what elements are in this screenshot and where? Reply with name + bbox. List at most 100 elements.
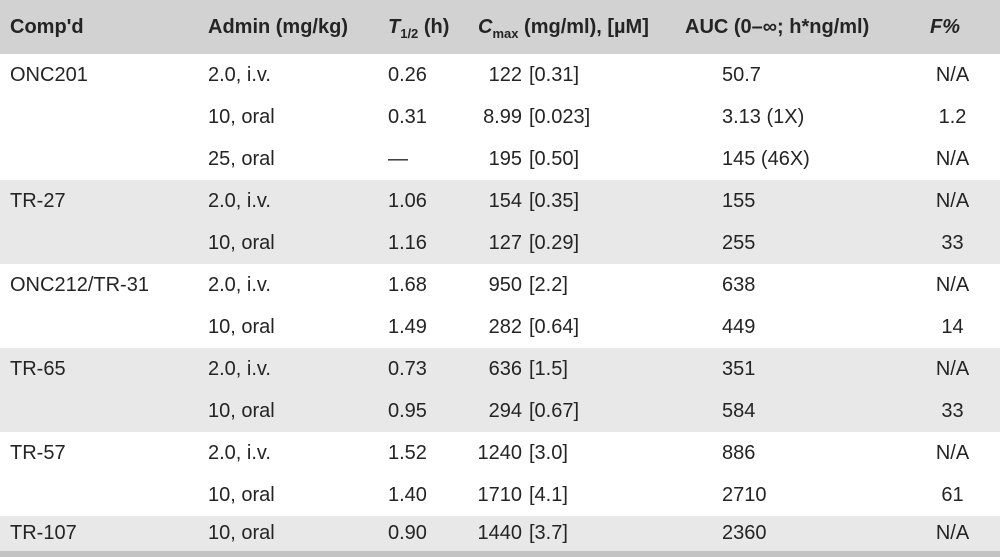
cell-thalf: 1.40 (388, 483, 427, 506)
table-row: 10, oral 0.95 294 [0.67] 584 33 (0, 390, 1000, 432)
cmax-micromolar: [0.29] (529, 231, 580, 254)
cell-f: 61 (941, 483, 964, 506)
cell-admin: 2.0, i.v. (208, 189, 271, 212)
cell-thalf: — (388, 147, 408, 170)
cell-admin: 2.0, i.v. (208, 357, 271, 380)
col-header-auc: AUC (0–∞; h*ng/ml) (685, 15, 870, 38)
cell-cmax: 1240 [3.0] (468, 442, 675, 465)
cell-auc: 2710 (722, 483, 767, 506)
cell-admin: 10, oral (208, 315, 275, 338)
cell-f: 33 (941, 231, 964, 254)
cell-f: N/A (935, 273, 970, 296)
table-header-row: Comp'd Admin (mg/kg) T1/2 (h) Cmax (mg/m… (0, 0, 1000, 54)
cmax-micromolar: [3.7] (529, 522, 568, 544)
cmax-micromolar: [3.0] (529, 441, 568, 464)
col-header-thalf: T1/2 (h) (378, 15, 468, 41)
cmax-micromolar: [0.64] (529, 315, 580, 338)
cmax-micromolar: [0.023] (529, 105, 591, 128)
cell-cmax: 127 [0.29] (468, 232, 675, 255)
cell-f: N/A (935, 189, 970, 212)
cell-admin: 10, oral (208, 231, 275, 254)
col-header-cmax: Cmax (mg/ml), [µM] (468, 15, 675, 41)
cell-auc: 3.13 (1X) (722, 105, 805, 128)
col-header-admin: Admin (mg/kg) (208, 15, 348, 38)
cell-compound: ONC201 (10, 63, 88, 86)
cell-f: N/A (935, 441, 970, 464)
table-row: TR-107 10, oral 0.90 1440 [3.7] 2360 N/A (0, 516, 1000, 551)
cmax-subscript: max (492, 25, 519, 41)
cell-thalf: 0.73 (388, 357, 427, 380)
cell-f: 33 (941, 399, 964, 422)
cell-compound: TR-27 (10, 189, 66, 212)
cmax-micromolar: [0.67] (529, 399, 580, 422)
thalf-symbol: T (388, 15, 401, 38)
table-row: 10, oral 1.16 127 [0.29] 255 33 (0, 222, 1000, 264)
cell-admin: 2.0, i.v. (208, 63, 271, 86)
cell-cmax: 195 [0.50] (468, 148, 675, 171)
cell-thalf: 1.06 (388, 189, 427, 212)
cmax-value: 636 (488, 357, 522, 380)
cell-auc: 584 (722, 399, 756, 422)
cell-cmax: 1710 [4.1] (468, 484, 675, 507)
cell-cmax: 122 [0.31] (468, 64, 675, 87)
cell-auc: 886 (722, 441, 756, 464)
table-row: ONC201 2.0, i.v. 0.26 122 [0.31] 50.7 N/A (0, 54, 1000, 96)
thalf-units: (h) (418, 15, 450, 38)
cell-f: N/A (935, 522, 970, 544)
cell-thalf: 1.52 (388, 441, 427, 464)
cell-cmax: 282 [0.64] (468, 316, 675, 339)
cell-auc: 449 (722, 315, 756, 338)
cell-cmax: 154 [0.35] (468, 190, 675, 213)
cmax-value: 154 (488, 189, 522, 212)
cell-compound: TR-107 (10, 522, 77, 544)
table-row: TR-27 2.0, i.v. 1.06 154 [0.35] 155 N/A (0, 180, 1000, 222)
cell-admin: 10, oral (208, 483, 275, 506)
cell-compound: TR-57 (10, 441, 66, 464)
cell-auc: 155 (722, 189, 756, 212)
cell-cmax: 636 [1.5] (468, 358, 675, 381)
cell-admin: 2.0, i.v. (208, 441, 271, 464)
cell-auc: 638 (722, 273, 756, 296)
cell-thalf: 0.90 (388, 522, 427, 544)
table-row: 10, oral 1.49 282 [0.64] 449 14 (0, 306, 1000, 348)
cell-thalf: 0.95 (388, 399, 427, 422)
cell-auc: 50.7 (722, 63, 761, 86)
table-row: 10, oral 1.40 1710 [4.1] 2710 61 (0, 474, 1000, 516)
cell-cmax: 950 [2.2] (468, 274, 675, 297)
cell-f: 14 (941, 315, 964, 338)
cell-admin: 10, oral (208, 522, 275, 544)
cell-thalf: 1.49 (388, 315, 427, 338)
cell-cmax: 294 [0.67] (468, 400, 675, 423)
cell-admin: 2.0, i.v. (208, 273, 271, 296)
cell-admin: 10, oral (208, 399, 275, 422)
cmax-value: 127 (488, 231, 522, 254)
cell-admin: 25, oral (208, 147, 275, 170)
cell-auc: 2360 (722, 522, 767, 544)
cmax-micromolar: [4.1] (529, 483, 568, 506)
cmax-value: 282 (488, 315, 522, 338)
cmax-micromolar: [0.50] (529, 147, 580, 170)
cell-auc: 145 (46X) (722, 147, 810, 170)
col-header-f: F% (905, 16, 1000, 39)
cell-cmax: 1440 [3.7] (468, 522, 675, 545)
col-header-compound: Comp'd (10, 15, 84, 38)
cmax-value: 195 (488, 147, 522, 170)
cmax-units: (mg/ml), [µM] (518, 15, 649, 38)
table-row: TR-57 2.0, i.v. 1.52 1240 [3.0] 886 N/A (0, 432, 1000, 474)
cmax-value: 8.99 (483, 105, 522, 128)
cmax-value: 1440 (477, 522, 523, 544)
cmax-micromolar: [1.5] (529, 357, 568, 380)
cell-thalf: 0.26 (388, 63, 427, 86)
f-symbol: F% (930, 15, 960, 38)
table-row: 25, oral — 195 [0.50] 145 (46X) N/A (0, 138, 1000, 180)
cell-f: 1.2 (938, 105, 967, 128)
table-bottom-border (0, 551, 1000, 557)
cell-f: N/A (935, 147, 970, 170)
cmax-value: 1710 (477, 483, 523, 506)
cmax-symbol: C (478, 15, 493, 38)
table-row: 10, oral 0.31 8.99 [0.023] 3.13 (1X) 1.2 (0, 96, 1000, 138)
cell-compound: ONC212/TR-31 (10, 273, 149, 296)
cell-admin: 10, oral (208, 105, 275, 128)
cell-auc: 351 (722, 357, 756, 380)
